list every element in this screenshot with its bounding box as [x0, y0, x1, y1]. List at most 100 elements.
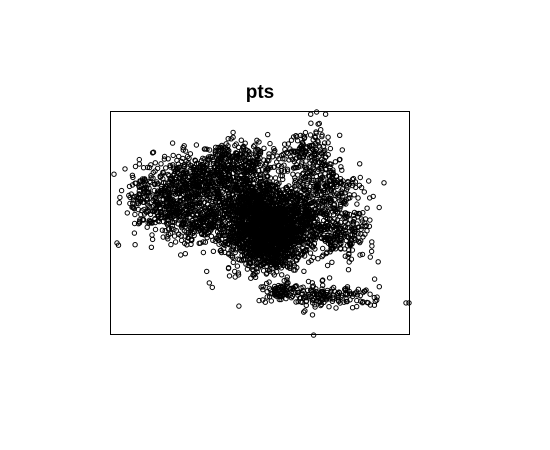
data-point [160, 234, 166, 240]
data-point [171, 171, 178, 177]
data-point [200, 239, 206, 245]
data-point [284, 206, 290, 213]
data-point [330, 169, 336, 176]
data-point [215, 190, 221, 197]
data-point [342, 213, 348, 219]
data-point [345, 195, 351, 202]
data-point [144, 164, 151, 171]
data-point [319, 235, 325, 241]
data-point [237, 216, 244, 222]
data-point [268, 247, 274, 254]
data-point [261, 249, 267, 256]
data-point [136, 161, 143, 167]
data-point [243, 246, 250, 252]
data-point [357, 161, 363, 167]
data-point [261, 145, 267, 152]
data-point [276, 245, 283, 251]
data-point [290, 171, 296, 177]
data-point [182, 251, 189, 257]
data-point [273, 252, 279, 258]
data-point [192, 191, 199, 197]
data-point [350, 180, 356, 186]
data-point [358, 184, 365, 191]
data-point [234, 263, 241, 269]
data-point [309, 177, 315, 183]
data-point [196, 200, 202, 206]
data-point [254, 198, 260, 204]
data-point [267, 182, 273, 188]
data-point [152, 168, 158, 174]
data-point [296, 237, 303, 243]
data-point [207, 220, 213, 226]
data-point [145, 202, 151, 209]
data-point [175, 202, 181, 208]
data-point [235, 270, 242, 276]
data-point [235, 144, 242, 151]
data-point [349, 305, 356, 311]
data-point [343, 201, 349, 207]
data-point [196, 168, 203, 175]
data-point [288, 226, 295, 232]
data-point [190, 180, 196, 187]
data-point [152, 160, 159, 166]
data-point [375, 259, 381, 265]
data-point [127, 200, 133, 207]
data-point [284, 203, 290, 210]
data-point [208, 180, 215, 186]
data-point [286, 264, 293, 270]
data-point [346, 192, 353, 198]
data-point [188, 227, 194, 234]
data-point [234, 226, 240, 232]
data-point [205, 167, 211, 173]
data-point [246, 252, 253, 258]
data-point [150, 149, 157, 155]
data-point [332, 206, 338, 212]
data-point [158, 208, 164, 215]
data-point [207, 217, 214, 224]
data-point [294, 257, 300, 263]
data-point [284, 277, 290, 283]
data-point [326, 304, 332, 310]
data-point [261, 190, 267, 197]
data-point [281, 189, 288, 196]
data-point [232, 274, 238, 280]
data-point [235, 256, 241, 262]
data-point [137, 191, 143, 198]
data-point [366, 178, 372, 184]
data-point [308, 120, 314, 126]
data-point [244, 266, 251, 272]
data-point [161, 201, 167, 207]
data-point [301, 268, 307, 274]
data-point [262, 235, 268, 241]
data-point [309, 312, 316, 318]
data-point [228, 253, 234, 259]
data-point [355, 195, 361, 201]
data-point [265, 131, 271, 138]
data-point [361, 189, 367, 195]
data-point [189, 211, 195, 218]
data-point [184, 191, 190, 197]
data-point [178, 237, 185, 244]
data-point [221, 201, 227, 207]
data-point [243, 230, 249, 237]
data-point [144, 195, 151, 202]
data-point [329, 175, 335, 182]
data-point [308, 111, 314, 117]
data-point [324, 262, 331, 269]
data-point [339, 191, 345, 197]
data-point [176, 178, 182, 185]
data-point [330, 206, 336, 212]
data-point [243, 194, 249, 200]
data-point [270, 208, 276, 214]
data-point [271, 220, 278, 227]
data-point [201, 218, 207, 225]
data-point [159, 227, 166, 233]
data-point [289, 216, 295, 223]
data-point [183, 183, 190, 190]
data-point [249, 243, 255, 249]
data-point [130, 197, 137, 203]
data-point [154, 192, 160, 198]
data-point [166, 225, 172, 232]
data-point [244, 206, 251, 213]
